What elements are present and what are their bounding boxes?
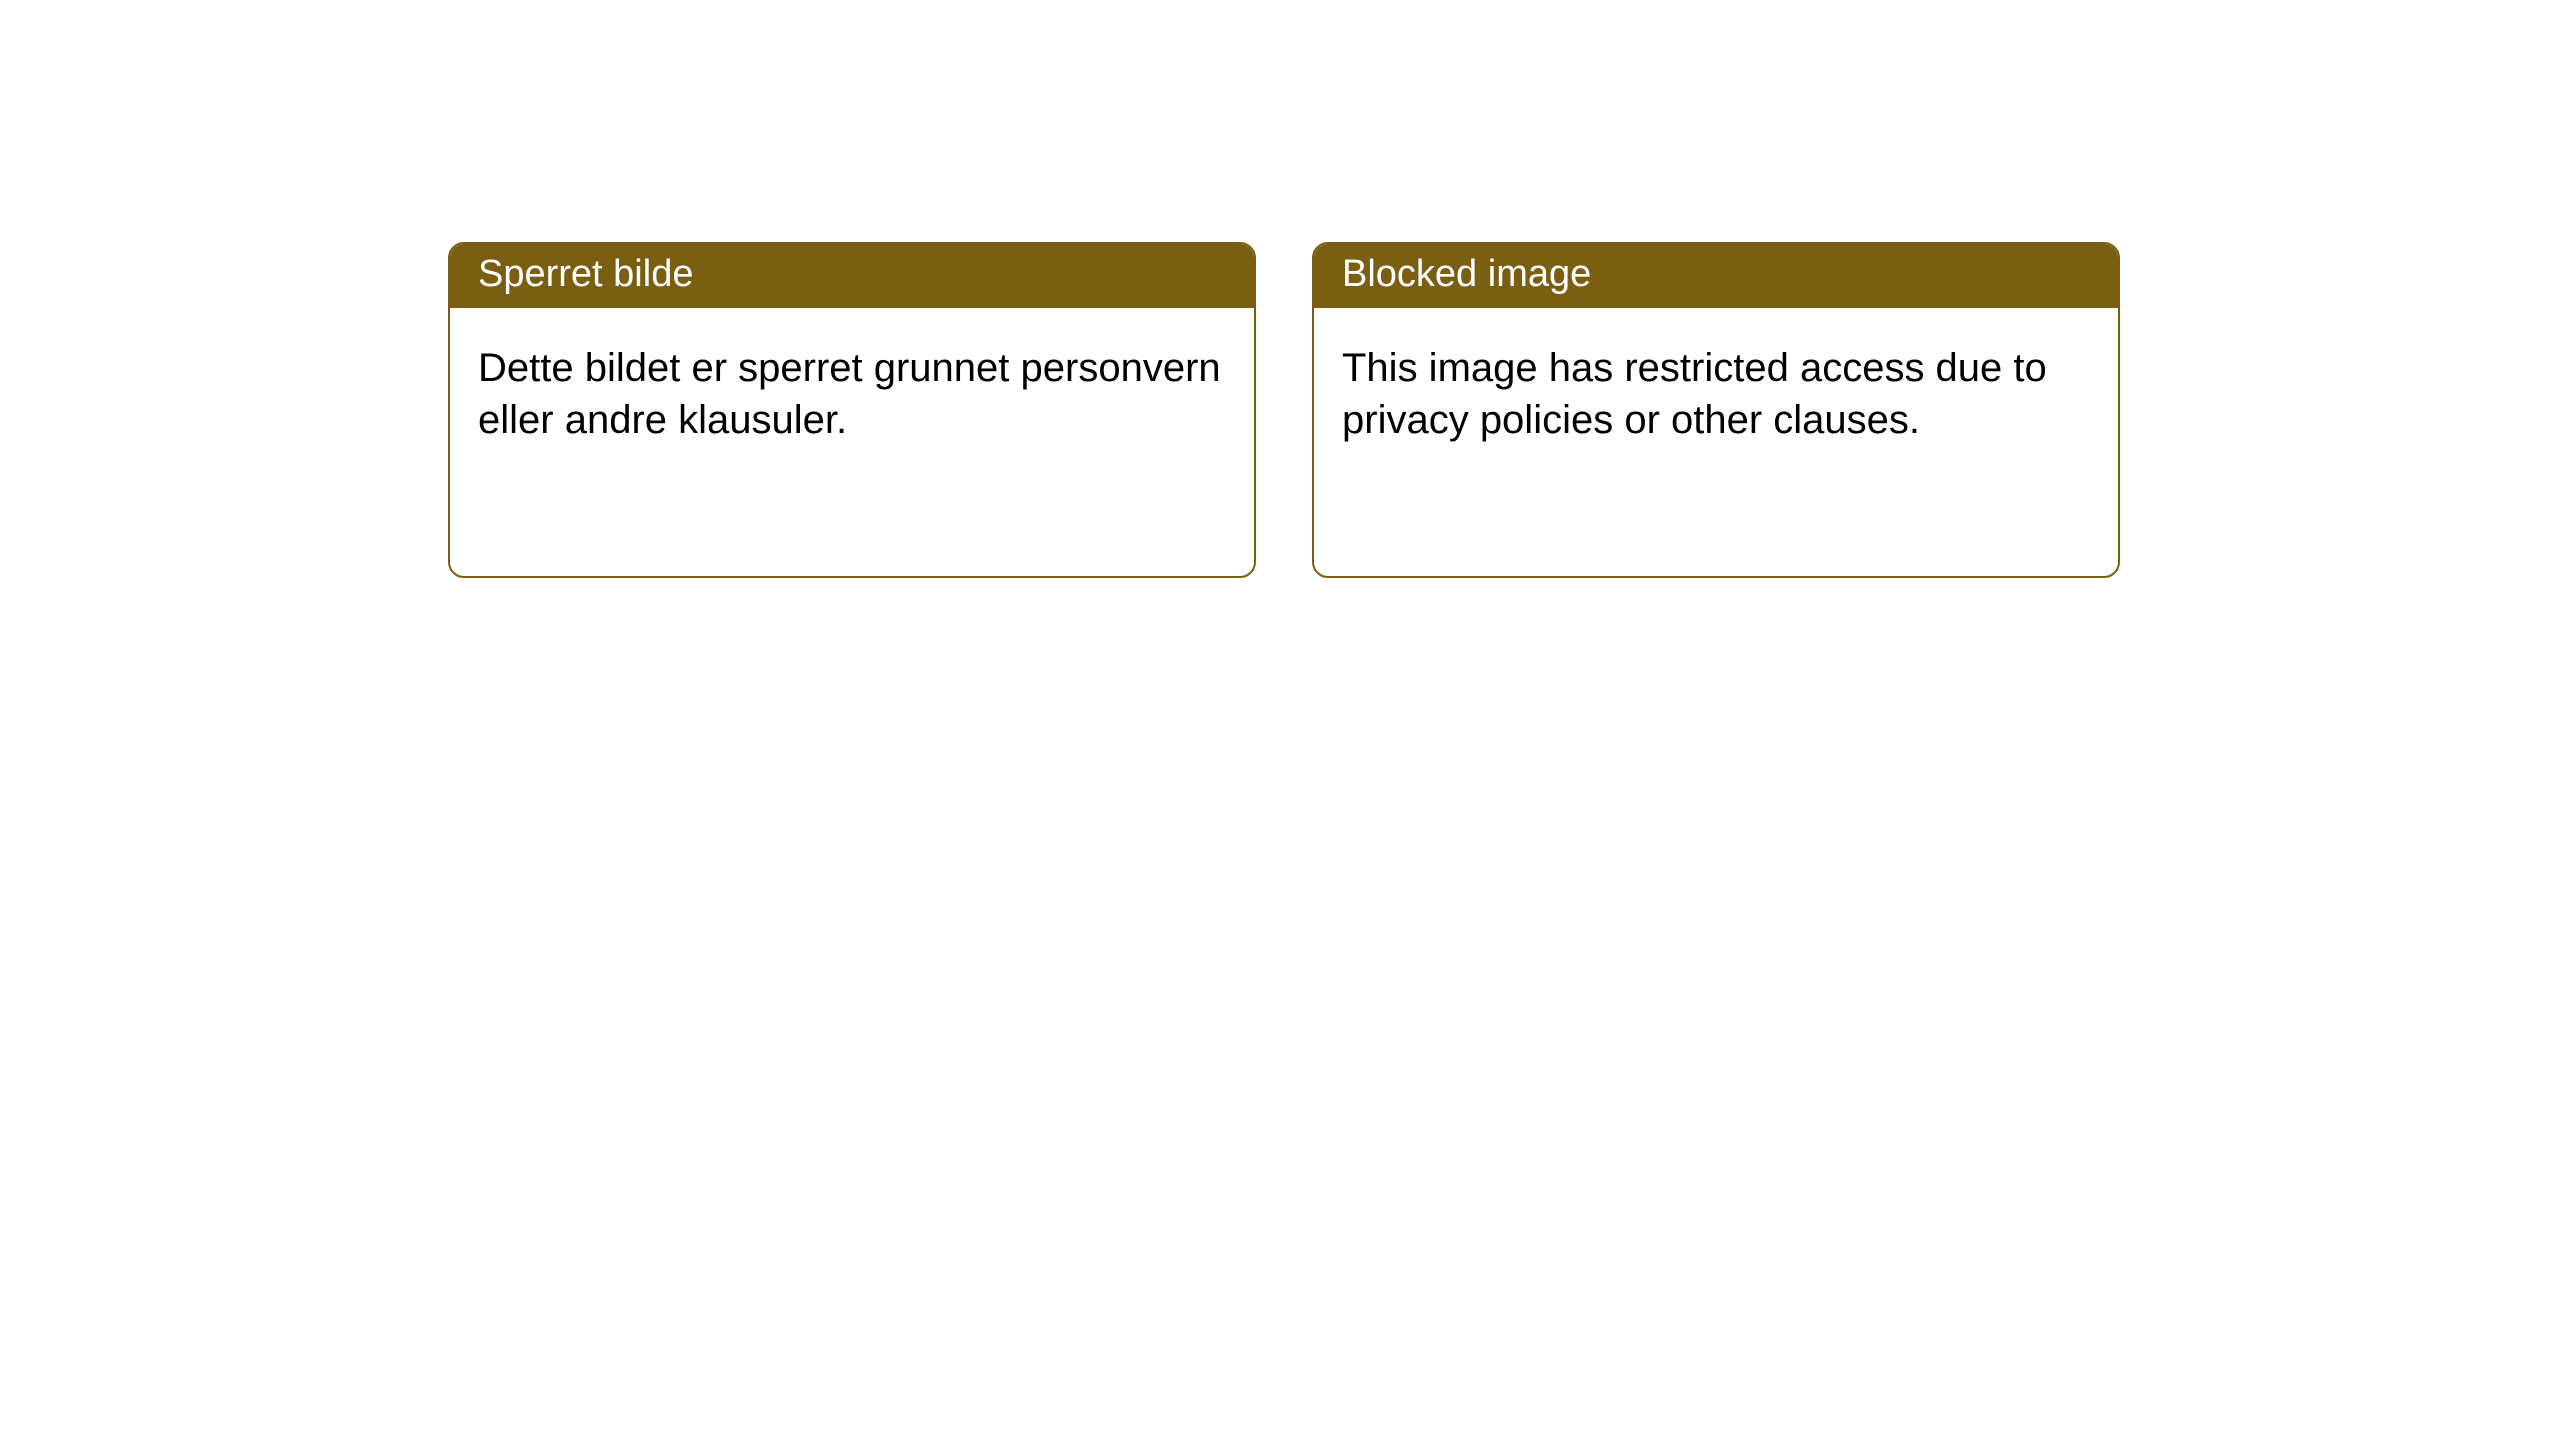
card-header: Sperret bilde xyxy=(450,244,1254,308)
notice-container: Sperret bilde Dette bildet er sperret gr… xyxy=(0,0,2560,578)
notice-card-english: Blocked image This image has restricted … xyxy=(1312,242,2120,578)
card-body: This image has restricted access due to … xyxy=(1314,308,2118,480)
card-header: Blocked image xyxy=(1314,244,2118,308)
notice-card-norwegian: Sperret bilde Dette bildet er sperret gr… xyxy=(448,242,1256,578)
card-body: Dette bildet er sperret grunnet personve… xyxy=(450,308,1254,480)
